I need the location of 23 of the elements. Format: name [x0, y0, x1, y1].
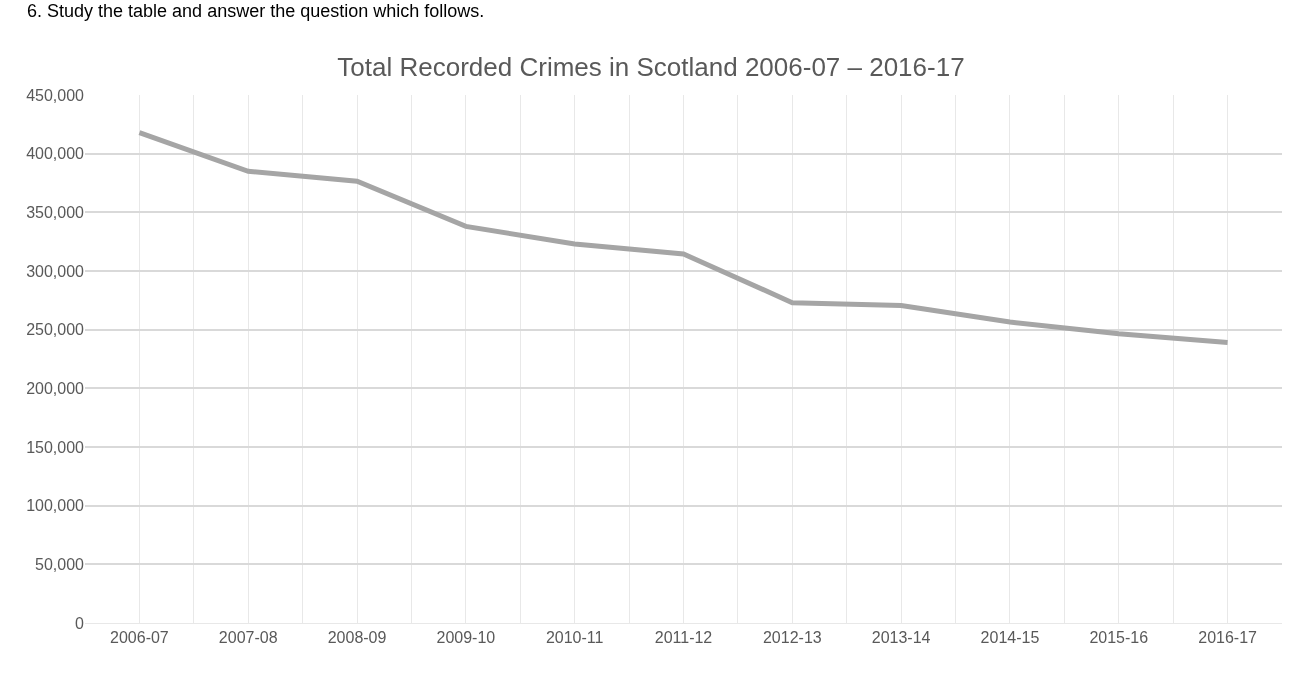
x-tick-label: 2015-16 — [1089, 629, 1149, 647]
x-tick-label: 2008-09 — [327, 629, 387, 647]
x-tick-label: 2006-07 — [110, 629, 169, 647]
y-tick-label: 400,000 — [26, 145, 85, 163]
x-tick-label: 2013-14 — [871, 629, 931, 647]
y-tick-label: 100,000 — [26, 497, 85, 515]
x-tick-label: 2012-13 — [762, 629, 822, 647]
text: 6. Study the table and answer the question which follows. — [27, 1, 485, 21]
x-tick-label: 2007-08 — [218, 629, 278, 647]
chart-title: Total Recorded Crimes in Scotland 2006-07 – 2016-17 — [337, 52, 965, 83]
y-tick-label: 0 — [75, 614, 85, 632]
y-tick-label: 150,000 — [26, 438, 85, 456]
y-tick-label: 350,000 — [26, 203, 85, 221]
x-tick-label: 2011-12 — [654, 629, 713, 647]
x-tick-label: 2016-17 — [1198, 629, 1258, 647]
y-tick-label: 200,000 — [26, 379, 85, 397]
x-tick-label: 2010-11 — [545, 629, 604, 647]
x-tick-label: 2014-15 — [980, 629, 1040, 647]
y-tick-label: 450,000 — [26, 86, 85, 104]
y-tick-label: 250,000 — [26, 321, 85, 339]
y-tick-label: 300,000 — [26, 262, 85, 280]
y-tick-label: 50,000 — [35, 555, 85, 573]
x-tick-label: 2009-10 — [436, 629, 496, 647]
